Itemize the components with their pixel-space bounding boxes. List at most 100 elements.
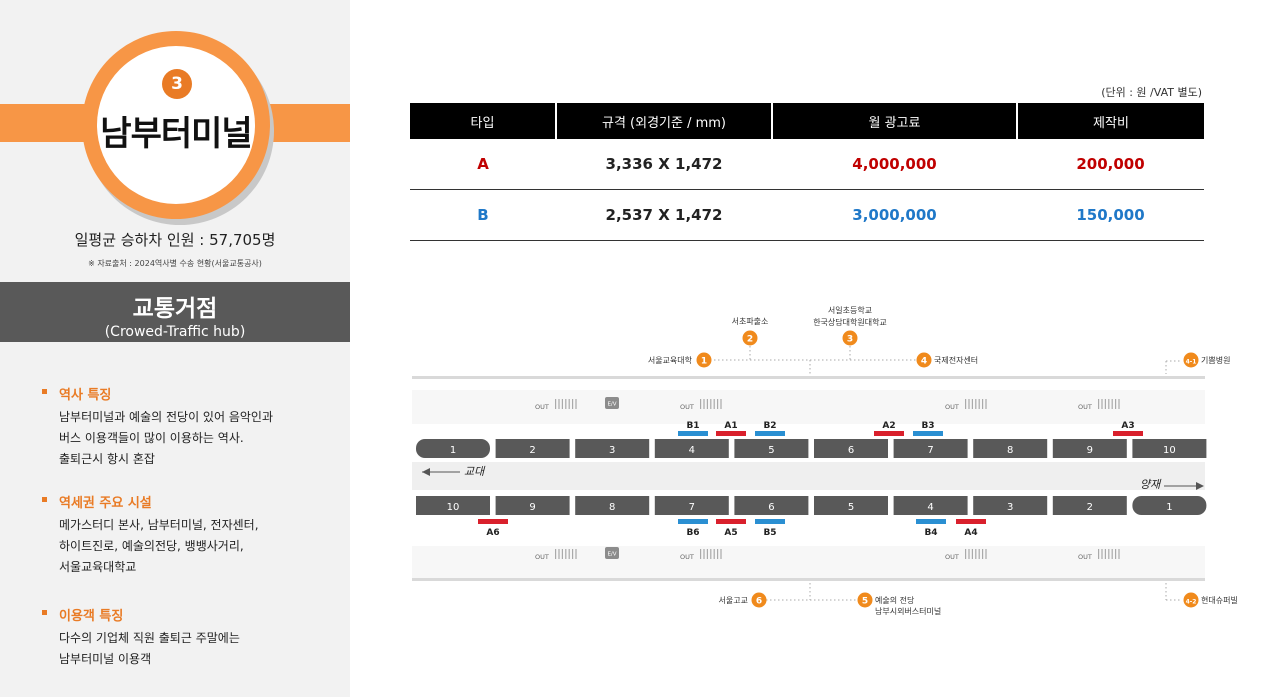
train-car: [416, 439, 490, 458]
exit-label: 국제전자센터: [934, 355, 978, 365]
gate-bar: [561, 549, 563, 559]
train-car: [814, 496, 888, 515]
exit-icon: [857, 592, 873, 608]
train-car: [495, 496, 570, 515]
cell-size: 2,537 X 1,472: [556, 189, 772, 241]
exit-number: 4-2: [1186, 598, 1197, 605]
gate-bar: [1118, 549, 1120, 559]
gate-bar: [1101, 399, 1103, 409]
ad-label: A2: [882, 421, 895, 431]
price-table: 타입 규격 (외경기준 / mm) 월 광고료 제작비 A 3,336 X 1,…: [410, 103, 1204, 241]
car-number: 1: [1166, 502, 1172, 513]
exit-label: 남부시외버스터미널: [875, 606, 941, 616]
direction-arrow-head: [422, 468, 430, 476]
car-number: 8: [609, 502, 615, 513]
cell-type: A: [410, 139, 556, 190]
section-line: 출퇴근시 항시 혼잡: [59, 452, 155, 466]
car-number: 6: [768, 502, 774, 513]
gate-bar: [965, 399, 967, 409]
gate-bar: [561, 399, 563, 409]
car-number: 3: [609, 445, 615, 456]
section-line: 서울교육대학교: [59, 560, 137, 574]
gate-bar: [1101, 549, 1103, 559]
gate-bar: [985, 399, 987, 409]
exit-icon: [1183, 592, 1199, 608]
gate-bar: [968, 549, 970, 559]
train-car: [893, 496, 968, 515]
exit-label: 서일초등학교: [828, 305, 872, 315]
gate-bar: [710, 549, 712, 559]
gate-bar: [1118, 399, 1120, 409]
section-heading: 역세권 주요 시설: [59, 496, 152, 511]
ad-marker: [913, 431, 943, 436]
hub-box: 교통거점 (Crowed-Traffic hub): [0, 282, 350, 342]
gate-bar: [568, 399, 570, 409]
out-label: OUT: [680, 403, 694, 411]
cell-type: B: [410, 189, 556, 241]
car-number: 4: [927, 502, 933, 513]
exit-icon: [696, 352, 712, 368]
gate-bar: [555, 549, 557, 559]
car-number: 5: [848, 502, 854, 513]
direction-arrow-head: [1196, 482, 1204, 490]
ad-label: A1: [724, 421, 737, 431]
gate-bar: [982, 549, 984, 559]
data-source-note: ※ 자료출처 : 2024역사별 수송 현황(서울교통공사): [88, 259, 262, 268]
station-info-panel: 3 남부터미널 일평균 승하차 인원 : 57,705명 ※ 자료출처 : 20…: [0, 0, 350, 697]
train-car: [495, 439, 570, 458]
exit-label: 서초파출소: [732, 316, 769, 326]
platform-map: 1 2 3 4 5 6 7 8 9 10 10 9 8 7 6 5 4 3 2 1 B1 A1 B2 A2 B3 A3 A6 B6 A5…: [412, 305, 1238, 616]
gate-bar: [975, 549, 977, 559]
gate-bar: [572, 549, 574, 559]
gate-bar: [1108, 399, 1110, 409]
out-label: OUT: [1078, 553, 1092, 561]
out-label: OUT: [535, 553, 549, 561]
car-number: 1: [450, 445, 456, 456]
train-car: [814, 439, 888, 458]
ad-marker: [755, 431, 785, 436]
ad-marker: [1113, 431, 1143, 436]
exit-number: 5: [862, 596, 868, 606]
unit-note: (단위 : 원 /VAT 별도): [1101, 86, 1202, 99]
table-row: A 3,336 X 1,472 4,000,000 200,000: [410, 139, 1204, 190]
gate-bar: [1111, 549, 1113, 559]
cell-production: 200,000: [1017, 139, 1204, 190]
section-station-features: 역사 특징 남부터미널과 예술의 전당이 있어 음악인과 버스 이용객들이 많이…: [42, 384, 273, 470]
ad-label: B4: [924, 528, 937, 538]
gate-bar: [971, 549, 973, 559]
gate-bar: [558, 549, 560, 559]
platform-area: [412, 462, 1205, 490]
car-number: 10: [447, 502, 460, 513]
train-car: [654, 439, 729, 458]
direction-left: 교대: [464, 465, 486, 478]
gate-bar: [706, 399, 708, 409]
gate-bar: [700, 549, 702, 559]
car-number: 2: [1087, 502, 1093, 513]
car-number: 3: [1007, 502, 1013, 513]
train-car: [1052, 439, 1127, 458]
header-type: 타입: [410, 103, 556, 139]
gate-bar: [555, 399, 557, 409]
ev-label: E/V: [607, 402, 616, 408]
ad-marker: [716, 431, 746, 436]
gate-bar: [968, 399, 970, 409]
exit-label: 서울고교: [719, 596, 748, 605]
train-car: [973, 496, 1048, 515]
gate-bar: [568, 549, 570, 559]
concourse-bottom: [412, 546, 1205, 580]
ad-label: B1: [686, 421, 699, 431]
exit-label: 기쁨병원: [1201, 356, 1230, 365]
car-number: 7: [927, 445, 933, 456]
exit-label: 예술의 전당: [875, 595, 915, 605]
ad-label: B3: [921, 421, 934, 431]
out-label: OUT: [945, 403, 959, 411]
ad-label: A3: [1121, 421, 1134, 431]
car-number: 6: [848, 445, 854, 456]
train-car: [416, 496, 490, 515]
ad-label: B6: [686, 528, 699, 538]
section-line: 남부터미널 이용객: [59, 652, 152, 666]
gate-bar: [971, 399, 973, 409]
ev-label: E/V: [607, 552, 616, 558]
train-car: [575, 439, 650, 458]
gate-bar: [1111, 399, 1113, 409]
